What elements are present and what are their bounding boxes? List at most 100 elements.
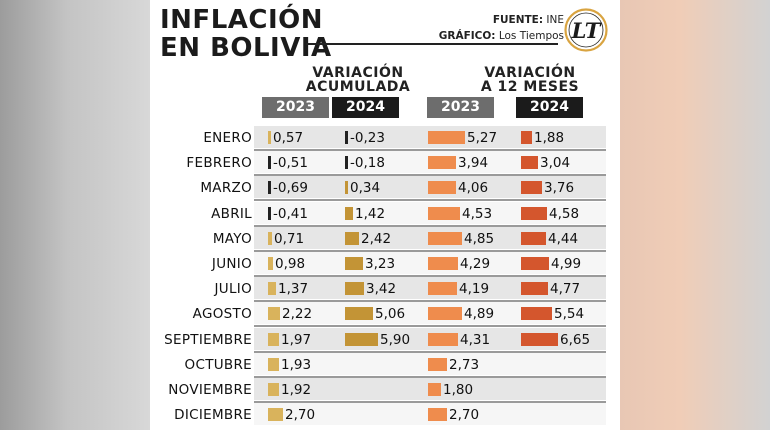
value-doce-meses-2023: 4,89 [464, 306, 495, 323]
value-acumulada-2023: 1,37 [278, 281, 309, 298]
bar-doce-meses-2024 [521, 332, 558, 346]
bar-doce-meses-2024 [521, 156, 538, 170]
value-doce-meses-2024: 4,44 [548, 230, 579, 247]
chart-title: INFLACIÓN EN BOLIVIA [160, 6, 332, 62]
bar-acumulada-2024 [345, 206, 353, 220]
value-acumulada-2024: 5,06 [375, 306, 406, 323]
bar-doce-meses-2023 [428, 383, 441, 396]
value-doce-meses-2023: 4,19 [459, 281, 490, 298]
month-label: DICIEMBRE [174, 407, 252, 424]
value-doce-meses-2023: 3,94 [458, 155, 489, 172]
month-label: ABRIL [211, 205, 252, 222]
bar-acumulada-2023 [268, 181, 271, 195]
month-label: AGOSTO [192, 306, 252, 323]
year-header-acumulada-2024: 2024 [332, 97, 399, 118]
month-label: SEPTIEMBRE [164, 331, 252, 348]
bar-acumulada-2023 [268, 156, 271, 170]
title-rule [306, 43, 558, 45]
credits: FUENTE: INE GRÁFICO: Los Tiempos [439, 12, 564, 44]
value-acumulada-2024: 2,42 [361, 230, 392, 247]
value-acumulada-2023: -0,41 [273, 205, 308, 222]
bar-acumulada-2023 [268, 332, 279, 346]
row-divider [254, 401, 606, 403]
source-value: INE [546, 14, 564, 26]
value-doce-meses-2024: 4,99 [551, 256, 582, 272]
value-acumulada-2023: 1,92 [281, 382, 312, 398]
graphic-value: Los Tiempos [498, 30, 564, 42]
value-doce-meses-2024: 4,77 [550, 281, 581, 298]
month-label: MAYO [212, 230, 252, 247]
value-acumulada-2024: 3,42 [366, 281, 397, 298]
value-acumulada-2023: -0,51 [273, 155, 308, 172]
bar-doce-meses-2023 [428, 257, 458, 270]
bar-doce-meses-2023 [428, 131, 465, 144]
value-acumulada-2023: 0,98 [275, 256, 306, 272]
value-doce-meses-2024: 5,54 [554, 306, 585, 323]
row-divider [254, 249, 606, 252]
table-row: ABRIL -0,41 1,42 4,53 4,58 [150, 201, 620, 227]
table-row: AGOSTO 2,22 5,06 4,89 5,54 [150, 302, 620, 328]
row-divider [254, 375, 606, 378]
month-label: JUNIO [211, 256, 252, 272]
bar-doce-meses-2023 [428, 181, 456, 195]
table-row: MAYO 0,71 2,42 4,85 4,44 [150, 226, 620, 252]
row-divider [254, 149, 606, 151]
value-acumulada-2024: 3,23 [365, 256, 396, 272]
month-label: FEBRERO [186, 155, 252, 172]
table-row: NOVIEMBRE 1,92 1,80 [150, 378, 620, 403]
value-doce-meses-2023: 1,80 [443, 382, 474, 398]
value-acumulada-2023: 2,70 [285, 407, 316, 424]
bar-acumulada-2023 [268, 231, 272, 245]
value-acumulada-2024: 0,34 [350, 180, 381, 197]
value-doce-meses-2024: 1,88 [534, 130, 565, 146]
value-acumulada-2024: -0,23 [350, 130, 385, 146]
month-label: JULIO [214, 281, 252, 298]
row-divider [254, 350, 606, 353]
year-header-acumulada-2023: 2023 [262, 97, 329, 118]
value-acumulada-2024: 1,42 [355, 205, 386, 222]
value-acumulada-2023: 1,97 [281, 331, 312, 348]
value-acumulada-2023: 1,93 [281, 356, 312, 373]
bar-acumulada-2024 [345, 332, 378, 346]
bar-doce-meses-2024 [521, 282, 548, 296]
group-title-acumulada: VARIACIÓN ACUMULADA [305, 65, 411, 95]
value-doce-meses-2024: 6,65 [560, 331, 591, 348]
table-row: JUNIO 0,98 3,23 4,29 4,99 [150, 252, 620, 277]
table-row: OCTUBRE 1,93 2,73 [150, 352, 620, 378]
value-acumulada-2023: 2,22 [282, 306, 313, 323]
table-row: SEPTIEMBRE 1,97 5,90 4,31 6,65 [150, 327, 620, 353]
value-doce-meses-2023: 5,27 [467, 130, 498, 146]
bar-doce-meses-2023 [428, 156, 456, 170]
bar-doce-meses-2024 [521, 231, 546, 245]
month-label: MARZO [200, 180, 252, 197]
bar-acumulada-2023 [268, 257, 273, 270]
value-doce-meses-2024: 4,58 [549, 205, 580, 222]
bar-doce-meses-2024 [521, 181, 542, 195]
background-left [0, 0, 150, 430]
row-divider [254, 275, 606, 277]
los-tiempos-logo: LT [564, 8, 608, 52]
row-divider [254, 224, 606, 227]
group-title-12-meses: VARIACIÓN A 12 MESES [480, 65, 580, 95]
infographic-card: INFLACIÓN EN BOLIVIA FUENTE: INE GRÁFICO… [150, 0, 620, 430]
bar-acumulada-2024 [345, 307, 373, 321]
value-doce-meses-2023: 4,85 [464, 230, 495, 247]
table-row: JULIO 1,37 3,42 4,19 4,77 [150, 277, 620, 303]
bar-acumulada-2024 [345, 257, 363, 270]
table-row: MARZO -0,69 0,34 4,06 3,76 [150, 176, 620, 202]
bar-acumulada-2024 [345, 131, 348, 144]
bar-acumulada-2023 [268, 408, 283, 422]
year-header-12-meses-2024: 2024 [516, 97, 583, 118]
value-doce-meses-2023: 4,31 [460, 331, 491, 348]
bar-acumulada-2023 [268, 206, 271, 220]
year-header-12-meses-2023: 2023 [427, 97, 494, 118]
bar-acumulada-2024 [345, 181, 348, 195]
bar-acumulada-2023 [268, 131, 271, 144]
month-label: OCTUBRE [184, 356, 252, 373]
bar-doce-meses-2024 [521, 206, 547, 220]
title-line-2: EN BOLIVIA [160, 33, 332, 63]
month-label: NOVIEMBRE [168, 382, 252, 398]
bar-acumulada-2023 [268, 307, 280, 321]
value-acumulada-2024: 5,90 [380, 331, 411, 348]
bar-acumulada-2023 [268, 383, 279, 396]
